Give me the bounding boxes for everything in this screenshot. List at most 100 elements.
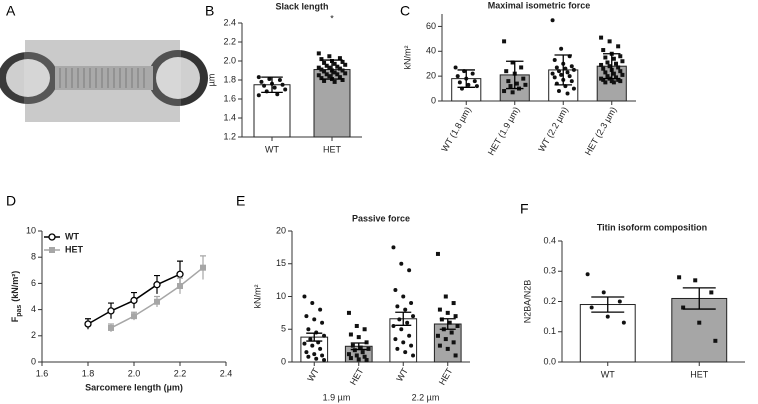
y-tick-label: 20: [426, 71, 436, 81]
data-point: [508, 84, 513, 89]
y-tick-label: 8: [31, 252, 36, 262]
micrograph: [0, 39, 208, 123]
data-point: [447, 320, 452, 325]
data-point: [611, 56, 616, 61]
data-point: [409, 301, 414, 306]
y-tick-label: 5: [281, 324, 286, 334]
data-point: [259, 79, 264, 84]
data-point: [409, 343, 414, 348]
data-point: [601, 77, 606, 82]
y-tick-label: 10: [276, 291, 286, 301]
y-tick-label: 0: [31, 356, 36, 366]
bar: [579, 304, 636, 363]
data-point: [350, 343, 355, 348]
data-point: [312, 352, 317, 357]
data-point: [337, 66, 342, 71]
data-point: [451, 340, 456, 345]
data-point: [443, 294, 448, 299]
data-point: [514, 81, 519, 86]
data-point: [262, 83, 267, 88]
data-point: [601, 66, 606, 71]
data-point: [445, 310, 450, 315]
data-point: [571, 86, 576, 91]
x-tick-label: HET: [690, 369, 709, 379]
data-point: [565, 70, 570, 75]
error-bar: [306, 332, 323, 342]
data-point: [393, 337, 398, 342]
data-point: [308, 337, 313, 342]
data-point: [348, 356, 353, 361]
data-point: [559, 72, 564, 77]
data-point: [318, 307, 323, 312]
y-tick-label: 0.4: [543, 235, 556, 245]
data-point: [306, 327, 311, 332]
y-tick-label: 0: [281, 356, 286, 366]
data-point: [620, 72, 625, 77]
data-point: [605, 74, 610, 79]
data-point: [319, 67, 324, 72]
y-tick-label: 60: [426, 21, 436, 31]
error-bar: [261, 76, 283, 93]
data-point: [449, 330, 454, 335]
data-point: [603, 70, 608, 75]
y-tick-label: 2.4: [223, 17, 236, 27]
data-point: [405, 320, 410, 325]
y-tick-label: 2.0: [223, 55, 236, 65]
data-point: [502, 39, 507, 44]
y-tick-label: 1.8: [223, 74, 236, 84]
data-point: [322, 78, 327, 83]
y-tick-label: 6: [31, 278, 36, 288]
data-point: [411, 353, 416, 358]
data-point: [177, 283, 183, 290]
data-point: [713, 338, 718, 343]
error-bar: [603, 53, 621, 80]
data-point: [153, 281, 161, 289]
data-point: [364, 358, 369, 363]
data-point: [340, 59, 345, 64]
x-tick-label: WT (1.8 µm): [439, 105, 473, 153]
data-point: [324, 72, 329, 77]
error-bar: [591, 296, 625, 313]
data-point: [455, 323, 460, 328]
y-label-unit: (kN/m²): [10, 271, 20, 302]
y-tick-label: 0: [431, 95, 436, 105]
y-tick-label: 1.4: [223, 112, 236, 122]
data-point: [616, 65, 621, 70]
data-point: [332, 61, 337, 66]
data-point: [364, 340, 369, 345]
data-point: [611, 71, 616, 76]
legend-marker: [48, 233, 56, 241]
panel-letter: A: [6, 3, 16, 19]
data-point: [407, 333, 412, 338]
x-tick-label: 2.4: [220, 368, 233, 378]
data-point: [399, 261, 404, 266]
legend-label: WT: [65, 231, 79, 241]
data-point: [693, 278, 698, 283]
x-tick-label: 2.2: [174, 368, 187, 378]
data-point: [614, 75, 619, 80]
data-point: [322, 60, 327, 65]
data-point: [393, 287, 398, 292]
data-point: [332, 70, 337, 75]
data-point: [677, 275, 682, 280]
data-point: [272, 85, 277, 90]
data-point: [356, 357, 361, 362]
data-point: [439, 317, 444, 322]
x-tick-label: HET: [437, 366, 455, 387]
error-bar: [457, 69, 475, 88]
data-point: [277, 78, 282, 82]
data-point: [599, 62, 604, 67]
y-tick-label: 10: [26, 225, 36, 235]
error-bar: [439, 318, 456, 330]
data-point: [108, 324, 114, 331]
data-point: [391, 323, 396, 328]
data-point: [318, 346, 323, 351]
data-point: [314, 356, 319, 361]
data-point: [552, 57, 557, 62]
data-point: [519, 65, 524, 70]
data-point: [352, 348, 357, 353]
data-point: [304, 314, 309, 319]
data-point: [681, 305, 686, 310]
error-bar: [350, 342, 367, 351]
data-point: [354, 323, 359, 328]
